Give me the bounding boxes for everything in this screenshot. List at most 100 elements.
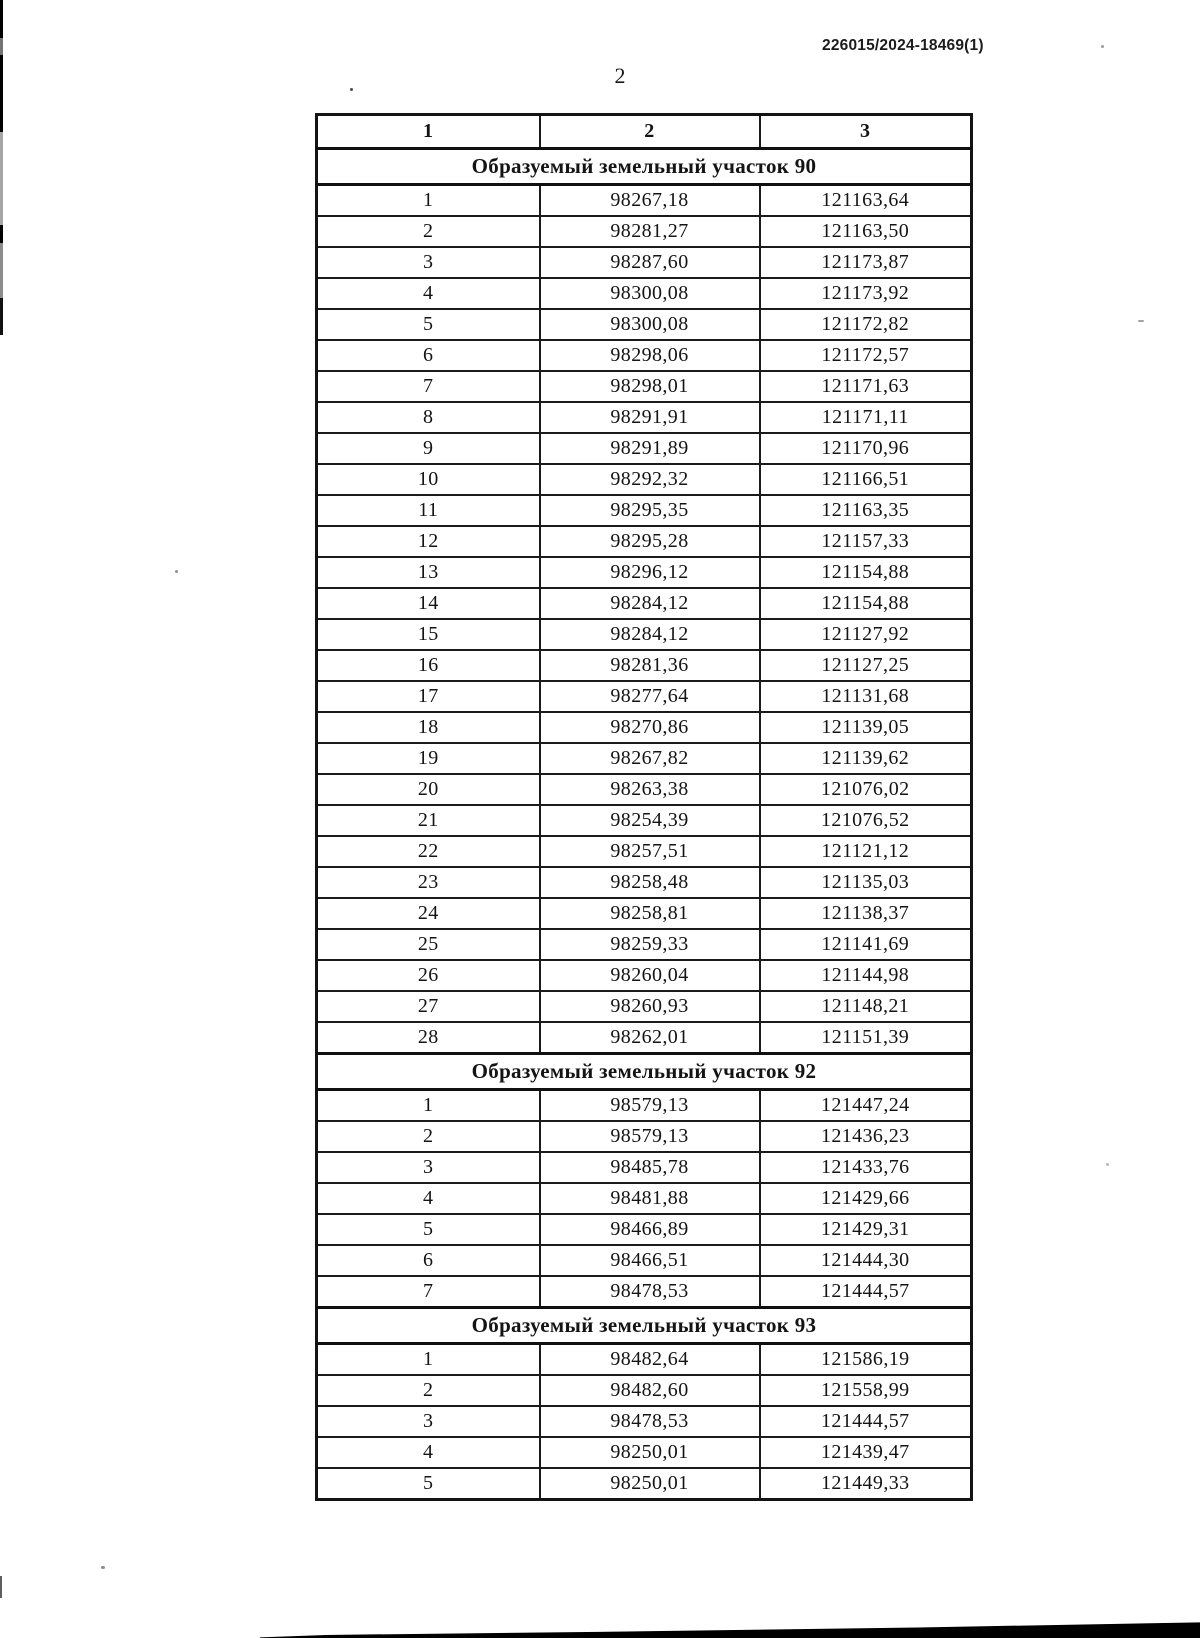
- y-coordinate-cell: 121139,05: [758, 711, 973, 744]
- point-number-cell: 1: [315, 1088, 541, 1122]
- table-row: 10 98292,32 121166,51: [315, 463, 973, 496]
- section-header-row: Образуемый земельный участок 93: [315, 1306, 973, 1345]
- column-header-3: 3: [758, 113, 973, 150]
- table-row: 1 98482,64 121586,19: [315, 1342, 973, 1376]
- table-row: 7 98298,01 121171,63: [315, 370, 973, 403]
- y-coordinate-cell: 121148,21: [758, 990, 973, 1023]
- scan-speck: [350, 88, 353, 91]
- x-coordinate-cell: 98250,01: [538, 1467, 761, 1501]
- scan-edge-line: [0, 0, 3, 335]
- table-row: 7 98478,53 121444,57: [315, 1275, 973, 1309]
- point-number-cell: 16: [315, 649, 541, 682]
- y-coordinate-cell: 121447,24: [758, 1088, 973, 1122]
- point-number-cell: 2: [315, 215, 541, 248]
- point-number-cell: 19: [315, 742, 541, 775]
- point-number-cell: 20: [315, 773, 541, 806]
- table-row: 27 98260,93 121148,21: [315, 990, 973, 1023]
- x-coordinate-cell: 98300,08: [538, 277, 761, 310]
- table-row: 12 98295,28 121157,33: [315, 525, 973, 558]
- x-coordinate-cell: 98292,32: [538, 463, 761, 496]
- y-coordinate-cell: 121154,88: [758, 587, 973, 620]
- x-coordinate-cell: 98579,13: [538, 1120, 761, 1153]
- x-coordinate-cell: 98466,89: [538, 1213, 761, 1246]
- x-coordinate-cell: 98295,28: [538, 525, 761, 558]
- y-coordinate-cell: 121163,50: [758, 215, 973, 248]
- point-number-cell: 28: [315, 1021, 541, 1055]
- point-number-cell: 4: [315, 1436, 541, 1469]
- y-coordinate-cell: 121171,63: [758, 370, 973, 403]
- document-registration-number: 226015/2024-18469(1): [822, 37, 984, 54]
- x-coordinate-cell: 98481,88: [538, 1182, 761, 1215]
- table-row: 25 98259,33 121141,69: [315, 928, 973, 961]
- point-number-cell: 5: [315, 1467, 541, 1501]
- x-coordinate-cell: 98281,36: [538, 649, 761, 682]
- table-row: 3 98287,60 121173,87: [315, 246, 973, 279]
- y-coordinate-cell: 121171,11: [758, 401, 973, 434]
- table-row: 16 98281,36 121127,25: [315, 649, 973, 682]
- table-row: 5 98300,08 121172,82: [315, 308, 973, 341]
- scan-speck: [1138, 320, 1144, 322]
- y-coordinate-cell: 121170,96: [758, 432, 973, 465]
- x-coordinate-cell: 98291,91: [538, 401, 761, 434]
- point-number-cell: 1: [315, 183, 541, 217]
- column-header-1: 1: [315, 113, 541, 150]
- x-coordinate-cell: 98260,93: [538, 990, 761, 1023]
- x-coordinate-cell: 98485,78: [538, 1151, 761, 1184]
- y-coordinate-cell: 121558,99: [758, 1374, 973, 1407]
- y-coordinate-cell: 121151,39: [758, 1021, 973, 1055]
- y-coordinate-cell: 121173,92: [758, 277, 973, 310]
- table-row: 9 98291,89 121170,96: [315, 432, 973, 465]
- y-coordinate-cell: 121433,76: [758, 1151, 973, 1184]
- x-coordinate-cell: 98284,12: [538, 587, 761, 620]
- point-number-cell: 3: [315, 1405, 541, 1438]
- y-coordinate-cell: 121131,68: [758, 680, 973, 713]
- table-row: 2 98579,13 121436,23: [315, 1120, 973, 1153]
- table-row: 1 98579,13 121447,24: [315, 1088, 973, 1122]
- table-row: 2 98281,27 121163,50: [315, 215, 973, 248]
- column-header-row: 1 2 3: [315, 113, 973, 150]
- table-row: 23 98258,48 121135,03: [315, 866, 973, 899]
- y-coordinate-cell: 121444,30: [758, 1244, 973, 1277]
- x-coordinate-cell: 98466,51: [538, 1244, 761, 1277]
- x-coordinate-cell: 98260,04: [538, 959, 761, 992]
- table-row: 15 98284,12 121127,92: [315, 618, 973, 651]
- y-coordinate-cell: 121127,25: [758, 649, 973, 682]
- table-row: 13 98296,12 121154,88: [315, 556, 973, 589]
- point-number-cell: 22: [315, 835, 541, 868]
- point-number-cell: 3: [315, 1151, 541, 1184]
- point-number-cell: 21: [315, 804, 541, 837]
- point-number-cell: 24: [315, 897, 541, 930]
- column-header-2: 2: [538, 113, 761, 150]
- point-number-cell: 4: [315, 277, 541, 310]
- section-header-row: Образуемый земельный участок 90: [315, 147, 973, 186]
- point-number-cell: 8: [315, 401, 541, 434]
- y-coordinate-cell: 121586,19: [758, 1342, 973, 1376]
- point-number-cell: 7: [315, 1275, 541, 1309]
- table-row: 28 98262,01 121151,39: [315, 1021, 973, 1055]
- x-coordinate-cell: 98300,08: [538, 308, 761, 341]
- point-number-cell: 2: [315, 1374, 541, 1407]
- y-coordinate-cell: 121163,35: [758, 494, 973, 527]
- table-row: 3 98478,53 121444,57: [315, 1405, 973, 1438]
- point-number-cell: 9: [315, 432, 541, 465]
- x-coordinate-cell: 98257,51: [538, 835, 761, 868]
- y-coordinate-cell: 121444,57: [758, 1275, 973, 1309]
- point-number-cell: 12: [315, 525, 541, 558]
- scan-bottom-black-bar: [260, 1622, 1200, 1638]
- coordinates-table: 1 2 3 Образуемый земельный участок 90 1 98…: [315, 113, 973, 1501]
- y-coordinate-cell: 121429,66: [758, 1182, 973, 1215]
- table-row: 14 98284,12 121154,88: [315, 587, 973, 620]
- point-number-cell: 1: [315, 1342, 541, 1376]
- x-coordinate-cell: 98298,06: [538, 339, 761, 372]
- y-coordinate-cell: 121154,88: [758, 556, 973, 589]
- x-coordinate-cell: 98263,38: [538, 773, 761, 806]
- scan-speck: [101, 1566, 105, 1569]
- x-coordinate-cell: 98284,12: [538, 618, 761, 651]
- point-number-cell: 14: [315, 587, 541, 620]
- point-number-cell: 10: [315, 463, 541, 496]
- table-row: 21 98254,39 121076,52: [315, 804, 973, 837]
- x-coordinate-cell: 98291,89: [538, 432, 761, 465]
- table-row: 26 98260,04 121144,98: [315, 959, 973, 992]
- x-coordinate-cell: 98259,33: [538, 928, 761, 961]
